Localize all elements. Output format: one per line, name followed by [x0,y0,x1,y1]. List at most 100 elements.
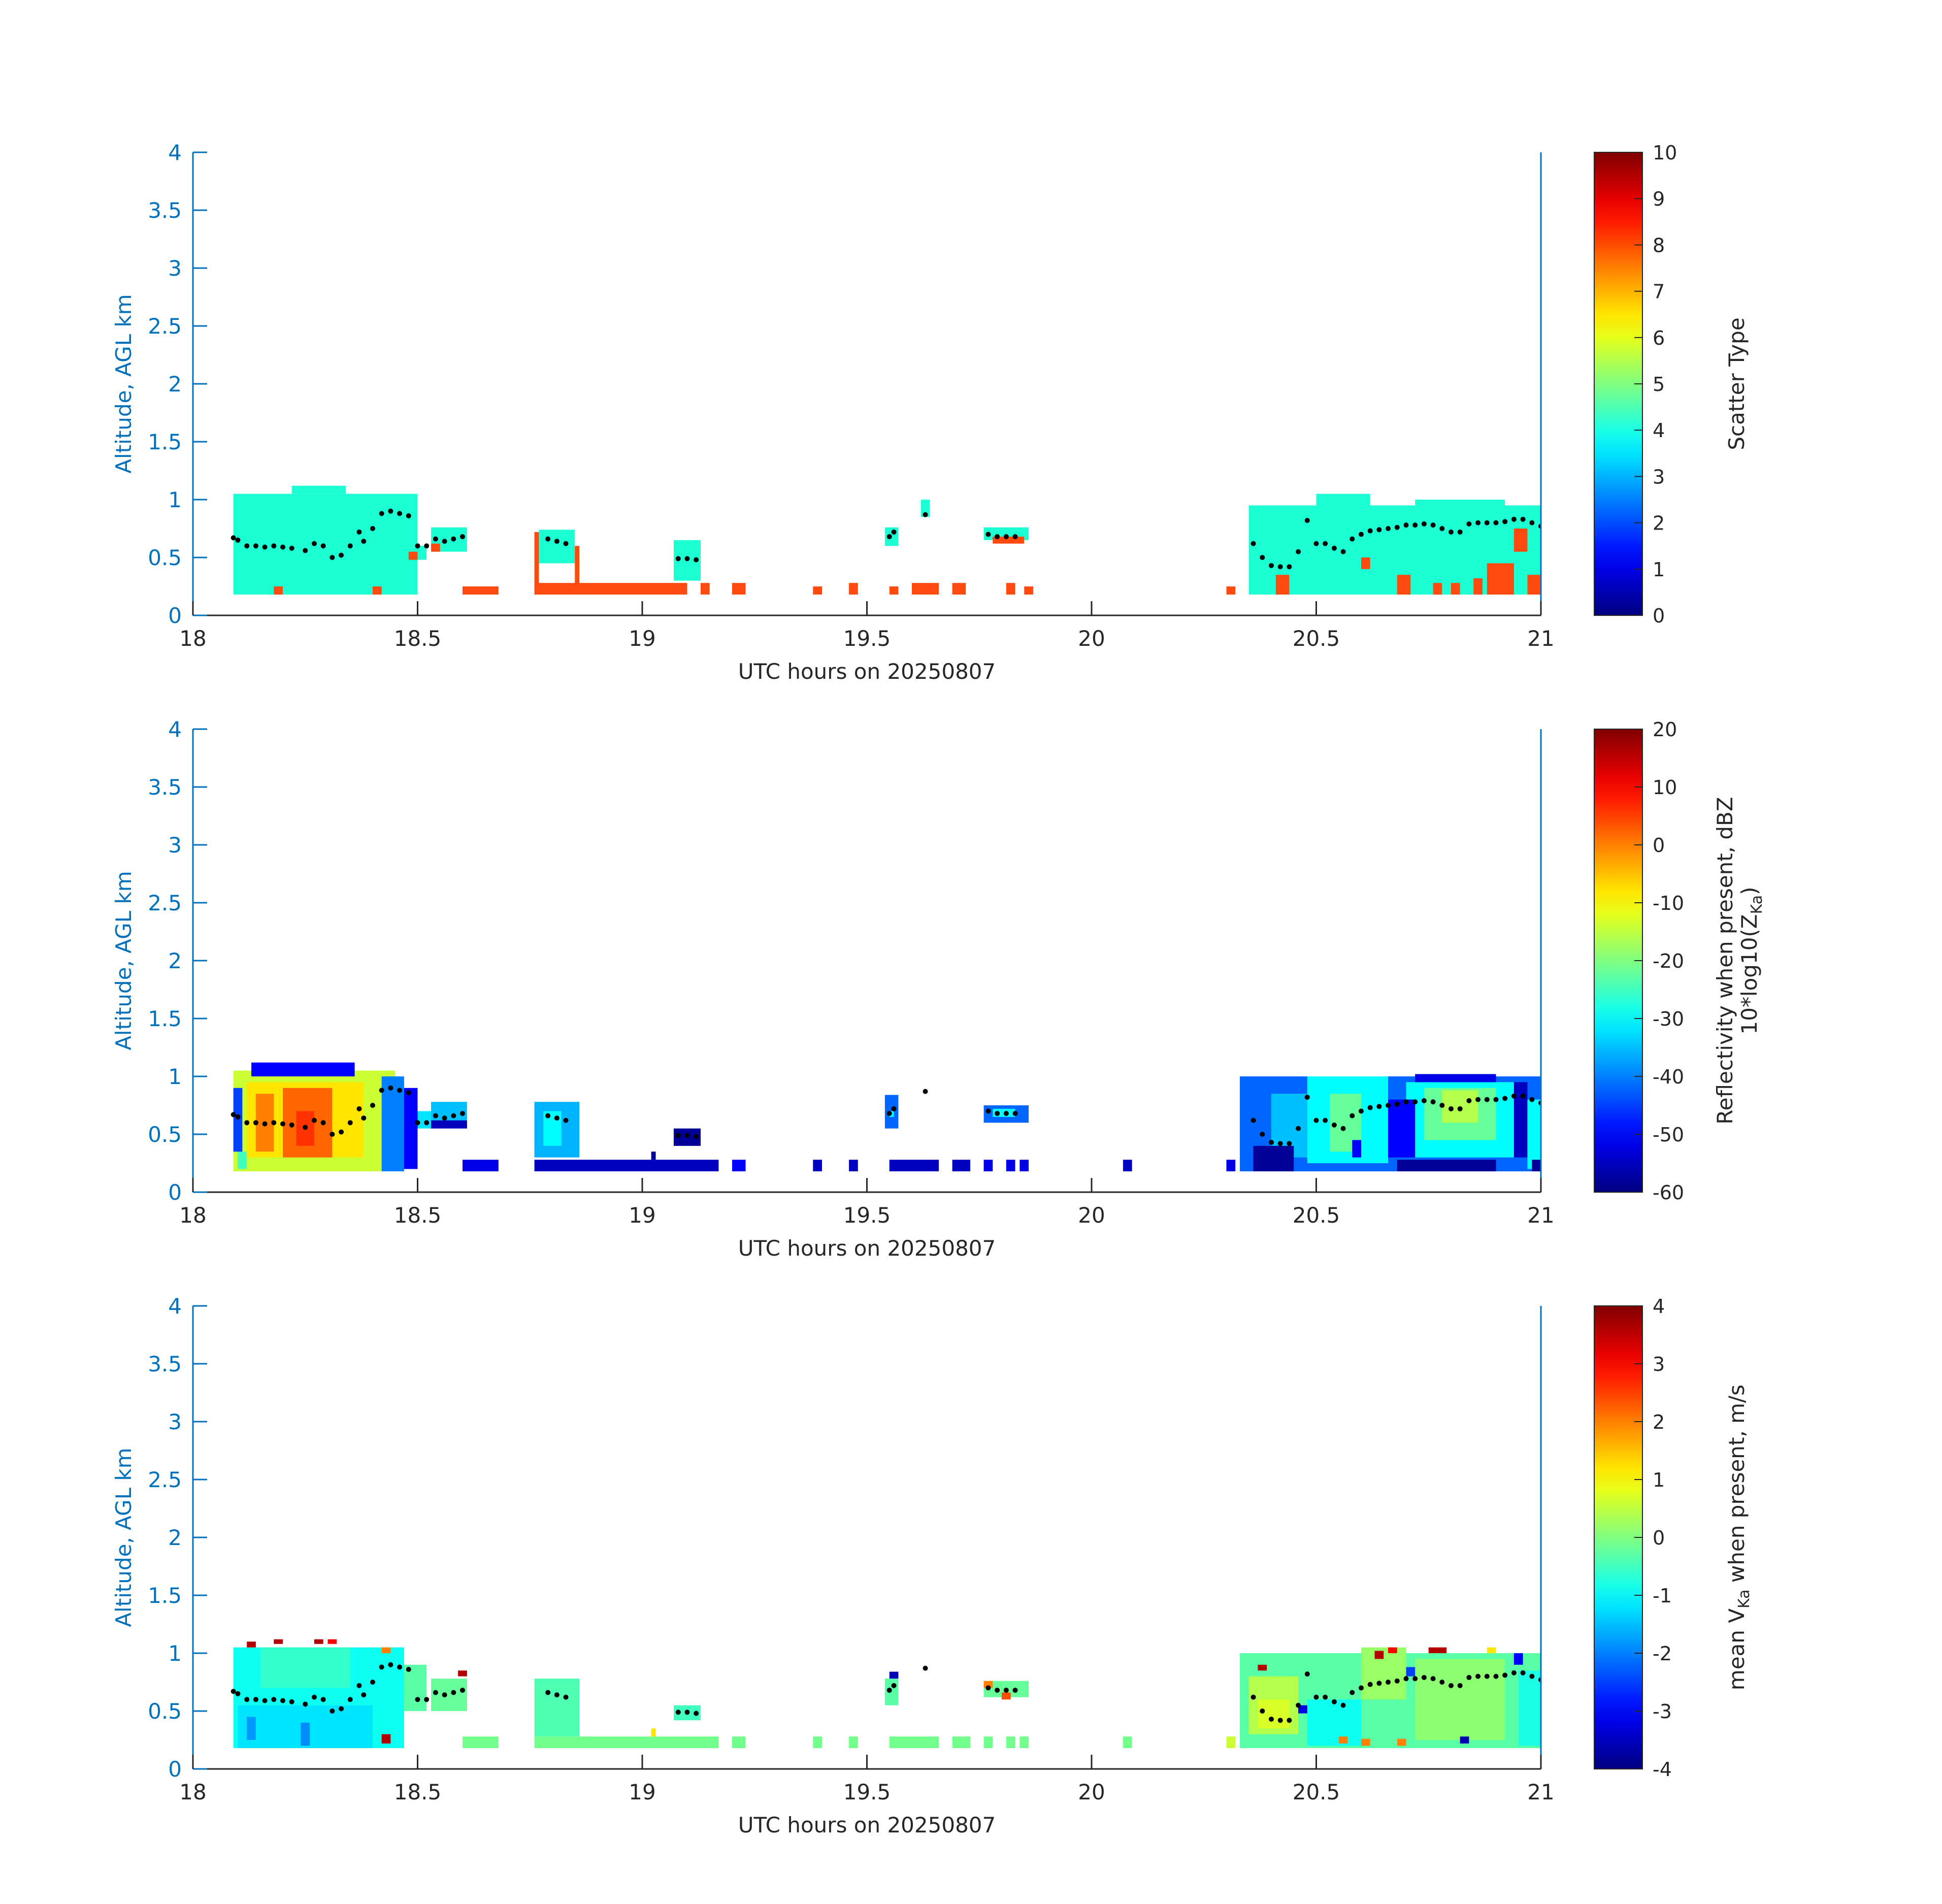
cloud-base-dot [289,1699,294,1704]
heatmap-cell [463,586,499,595]
colorbar: 0 1 2 3 4 5 6 7 8 9 10 Scatter Type [1594,142,1749,627]
heatmap-cell [1388,1099,1416,1158]
cloud-base-dot [694,1711,699,1716]
cloud-base-dot [1250,1118,1256,1123]
cloud-base-dot [1277,1718,1283,1723]
x-tick-label: 18 [179,1203,206,1228]
cloud-base-dot [311,1118,317,1123]
cloud-base-dot [1466,521,1472,527]
cloud-base-dot [923,512,928,517]
x-tick-label: 19 [629,1203,655,1228]
cloud-base-dot [231,535,236,541]
cloud-base-dot [1003,1110,1009,1116]
x-tick-label: 20 [1078,626,1105,651]
cloud-base-dot [271,1697,277,1702]
cloud-base-dot [1386,526,1391,531]
y-tick-label: 1.5 [148,430,182,454]
cloud-base-dot [433,1113,438,1119]
cloud-base-dots [231,508,1541,570]
heatmap-cell [1428,1647,1447,1653]
cloud-base-dot [1269,1716,1274,1722]
heatmap-cell [1513,1082,1528,1158]
colorbar-tick-label: -20 [1653,950,1684,972]
cloud-base-dot [253,1697,258,1702]
heatmap-cell [1397,575,1411,595]
cloud-base-dot [244,1120,250,1126]
heatmap-cell [1460,1736,1469,1744]
heatmap-cell [534,1736,719,1748]
cloud-base-dot [451,1113,456,1119]
cloud-base-dot [1520,1093,1526,1099]
cloud-base-dot [271,1120,277,1126]
cloud-base-dot [1493,520,1499,526]
cloud-base-dot [1421,1098,1427,1103]
x-tick-label: 19 [629,626,655,651]
cloud-base-dot [356,1106,362,1111]
y-tick-label: 0 [168,603,182,628]
heatmap-cell [651,1152,656,1160]
cloud-base-dot [1340,1702,1346,1708]
cloud-base-dot [262,544,268,550]
cloud-base-dot [1493,1097,1499,1102]
heatmap-cell [884,1679,899,1705]
heatmap-cell [1361,1738,1370,1746]
heatmap-cell [732,583,746,595]
heatmap-cell [534,1160,719,1171]
colorbar-tick-label: 7 [1653,281,1665,303]
x-tick-label: 19.5 [843,1780,891,1804]
y-tick-label: 2 [168,1525,182,1550]
y-tick-label: 1.5 [148,1583,182,1608]
cloud-base-dot [563,1118,569,1123]
cloud-base-dot [347,1120,353,1126]
cloud-base-dot [1376,527,1382,533]
cloud-base-dot [1439,526,1445,531]
cloud-base-dot [985,1685,991,1691]
cloud-base-dot [303,1701,308,1707]
heatmap-cell [1352,1140,1361,1158]
cloud-base-dot [1439,1103,1445,1108]
heatmap-cell [1226,586,1236,595]
heatmap-cell [1487,563,1514,595]
x-tick-label: 19.5 [843,626,891,651]
heatmap-cell [233,494,418,595]
cloud-base-dot [545,536,551,542]
colorbar-tick-label: 4 [1653,1295,1665,1318]
x-tick-label: 20.5 [1293,1780,1340,1804]
heatmap-cell [889,1671,899,1679]
heatmap-cell [952,1160,971,1171]
cloud-base-dot [1012,534,1018,539]
cloud-base-dot [1359,1108,1364,1114]
cloud-base-dot [1304,1095,1310,1100]
cloud-base-dot [1394,524,1400,530]
cloud-base-dot [1475,520,1481,526]
cloud-base-dot [1323,1118,1328,1123]
x-tick-label: 19 [629,1780,655,1804]
cloud-base-dot [289,1122,294,1128]
heatmap-cell [381,1647,391,1653]
heatmap-cell [1019,1736,1029,1748]
cloud-base-dot [253,543,258,549]
cloud-base-dots [231,1662,1541,1723]
colorbar-label-2: 10*log10(ZKa) [1737,887,1766,1035]
heatmap-cell [813,586,822,595]
cloud-base-dot [406,1090,411,1095]
y-tick-label: 2.5 [148,891,182,915]
y-tick-label: 2.5 [148,1467,182,1492]
cloud-base-dot [460,534,465,539]
cloud-base-dot [1367,528,1373,534]
cloud-base-dot [923,1665,928,1671]
heatmap-cell [251,1062,355,1076]
cloud-base-dot [1331,1699,1337,1704]
cloud-base-dot [1430,1099,1436,1105]
colorbar-tick-label: 1 [1653,559,1665,581]
cloud-base-dot [1376,1104,1382,1109]
cloud-base-dot [442,1115,447,1121]
cloud-base-dot [1003,534,1009,539]
cloud-base-dot [1529,520,1535,526]
cloud-base-dot [451,536,456,542]
heatmap-cell [920,500,930,517]
cloud-base-dot [1484,1673,1490,1679]
cloud-base-dot [262,1121,268,1127]
cloud-base-dot [1484,1097,1490,1102]
cloud-base-dot [235,1691,241,1696]
